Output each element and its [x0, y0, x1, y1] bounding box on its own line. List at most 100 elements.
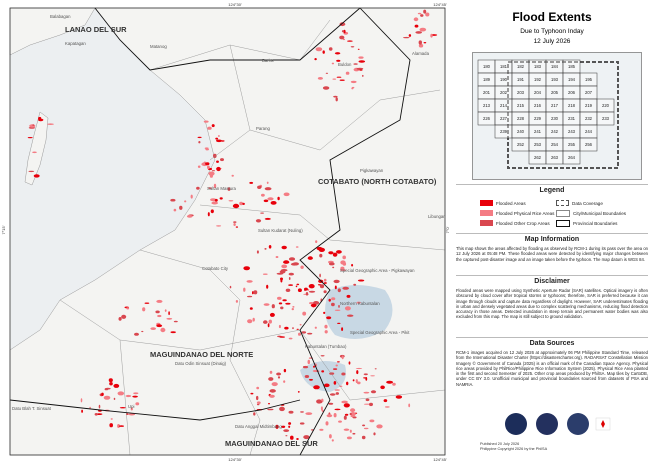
flood-patch — [184, 200, 187, 203]
flood-patch — [325, 421, 329, 426]
legend-item: Provincial Boundaries — [556, 220, 617, 227]
index-label: 214 — [500, 103, 508, 108]
flood-patch — [346, 436, 352, 440]
town-label: Datu Blah T. Sinsuat — [12, 406, 52, 411]
flood-patch — [271, 382, 278, 387]
flood-patch — [334, 285, 337, 290]
flood-patch — [263, 320, 268, 324]
index-label: 218 — [568, 103, 576, 108]
legend-item: Data Coverage — [556, 200, 603, 206]
flood-patch — [313, 365, 315, 368]
flood-patch — [343, 403, 350, 408]
flood-patch — [333, 381, 337, 385]
flood-patch — [342, 38, 346, 41]
flood-patch — [395, 395, 403, 399]
flood-patch — [314, 58, 317, 61]
divider — [456, 275, 648, 276]
date: 12 July 2026 — [533, 38, 571, 45]
flood-patch — [363, 427, 369, 430]
index-label: 193 — [551, 77, 559, 82]
legend-item: Flooded Physical Rice Areas — [480, 210, 554, 216]
index-label: 181 — [500, 64, 508, 69]
flood-patch — [332, 266, 335, 269]
flood-patch — [283, 192, 290, 197]
flood-patch — [324, 383, 330, 388]
flood-patch — [350, 46, 355, 48]
flood-patch — [356, 67, 364, 70]
flood-patch — [335, 392, 339, 395]
flood-patch — [243, 287, 246, 292]
flood-patch — [113, 383, 120, 388]
flood-patch — [359, 69, 363, 71]
flood-patch — [332, 78, 337, 80]
flood-patch — [256, 250, 259, 254]
flood-patch — [328, 402, 334, 405]
flood-patch — [415, 31, 423, 34]
flood-patch — [288, 257, 296, 261]
published: Published 20 July 2026 — [480, 442, 520, 446]
flood-patch — [288, 284, 293, 286]
flood-patch — [419, 27, 427, 32]
flood-patch — [198, 141, 201, 144]
flood-patch — [304, 287, 308, 291]
flood-patch — [168, 311, 170, 316]
flood-patch — [341, 400, 348, 404]
flood-patch — [300, 411, 304, 413]
flood-patch — [27, 137, 33, 139]
town-label: Libungan — [428, 214, 446, 219]
flood-patch — [418, 40, 422, 45]
flood-patch — [320, 355, 325, 357]
flood-patch — [256, 403, 260, 406]
town-label: Pigkawayan — [360, 168, 384, 173]
province-label: LANAO DEL SUR — [65, 25, 127, 34]
flood-patch — [430, 33, 433, 38]
flood-patch — [291, 308, 294, 311]
flood-patch — [363, 373, 368, 376]
flood-patch — [322, 50, 325, 54]
flood-patch — [383, 399, 388, 403]
flood-patch — [363, 403, 371, 405]
flood-patch — [219, 197, 223, 200]
flood-patch — [288, 422, 292, 425]
flood-patch — [267, 197, 274, 201]
flood-patch — [164, 309, 167, 312]
title: Flood Extents — [512, 10, 592, 24]
flood-patch — [121, 314, 127, 319]
flood-patch — [363, 377, 367, 379]
flood-patch — [303, 435, 310, 440]
flood-patch — [370, 375, 375, 377]
flood-patch — [270, 201, 277, 205]
legend-label: City/Municipal Boundaries — [573, 211, 627, 216]
index-label: 241 — [534, 129, 542, 134]
flood-patch — [247, 319, 253, 324]
flood-patch — [32, 124, 35, 126]
flood-patch — [296, 328, 299, 330]
flood-patch — [250, 392, 254, 395]
flood-patch — [249, 307, 253, 310]
flood-patch — [370, 390, 377, 394]
logos — [505, 413, 611, 435]
flood-patch — [341, 30, 345, 33]
index-label: 243 — [568, 129, 576, 134]
flood-patch — [343, 415, 347, 420]
flood-patch — [186, 215, 193, 218]
flood-patch — [104, 388, 109, 391]
province-label: COTABATO (NORTH COTABATO) — [318, 177, 437, 186]
flood-patch — [355, 379, 358, 384]
index-label: 233 — [602, 116, 610, 121]
flood-patch — [81, 409, 83, 413]
flood-patch — [336, 250, 342, 254]
flood-patch — [210, 198, 217, 202]
flood-patch — [295, 285, 298, 288]
province-label: MAGUINDANAO DEL NORTE — [150, 350, 253, 359]
flood-patch — [98, 404, 101, 409]
flood-patch — [329, 434, 332, 439]
flood-patch — [256, 395, 259, 401]
index-label: 230 — [551, 116, 559, 121]
flood-patch — [369, 419, 375, 423]
flood-patch — [94, 413, 98, 416]
flood-patch — [346, 294, 351, 298]
flood-patch — [335, 364, 338, 367]
flood-patch — [262, 273, 268, 275]
